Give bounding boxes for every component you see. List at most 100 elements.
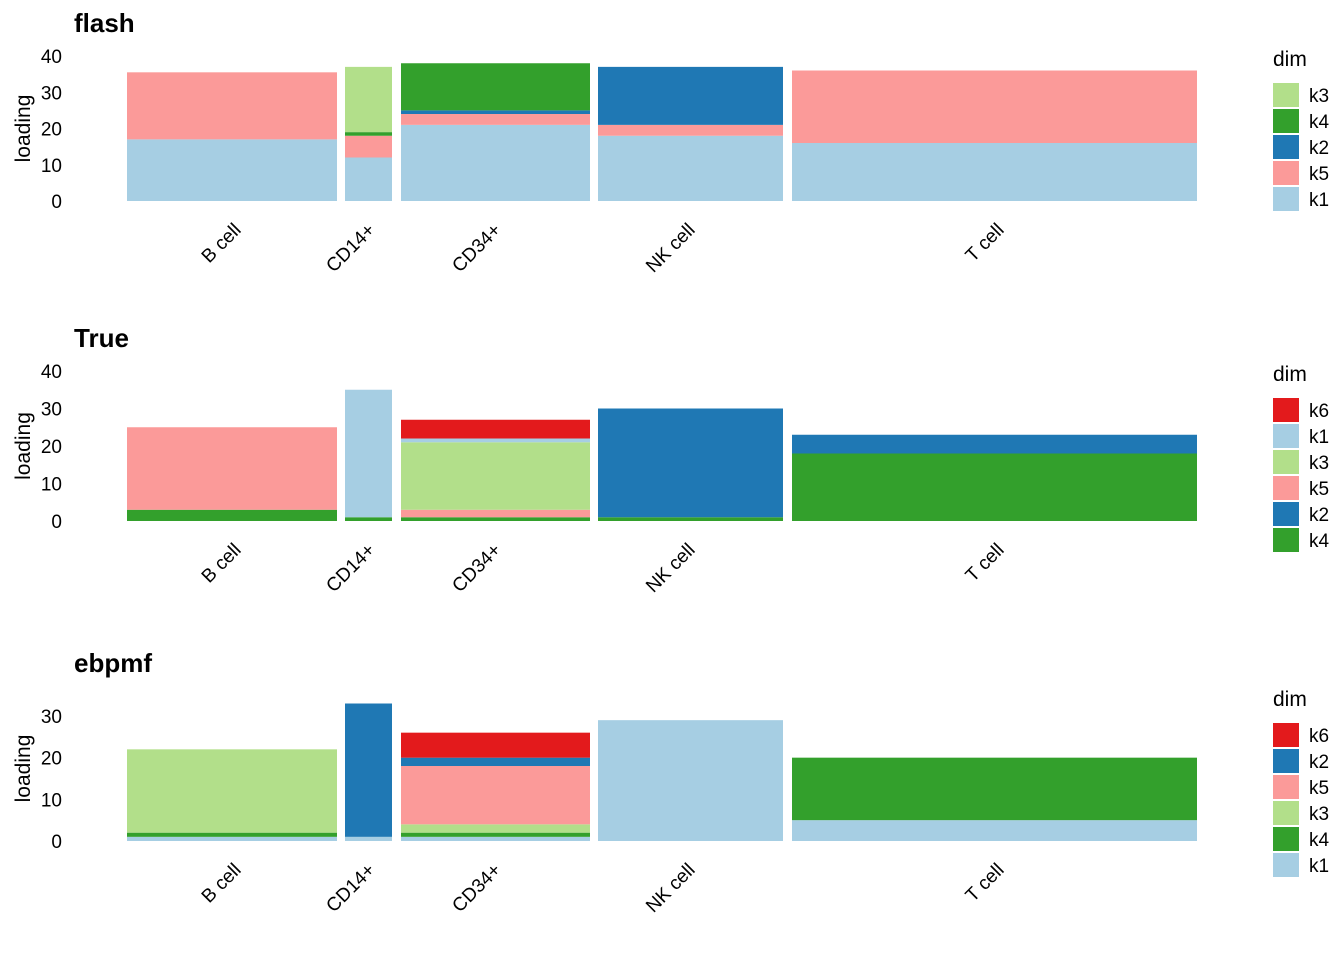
bar-b-cell-k4	[127, 509, 337, 521]
x-tick-label: CD14+	[322, 220, 379, 277]
legend-label-k1: k1	[1309, 427, 1329, 448]
legend-label-k1: k1	[1309, 856, 1329, 877]
bar-cd14--k4	[345, 517, 392, 521]
x-tick-label: CD14+	[322, 860, 379, 917]
y-tick-label: 20	[41, 749, 62, 770]
y-tick-label: 0	[51, 512, 62, 533]
x-tick-label: B cell	[198, 220, 246, 268]
legend-swatch-k5	[1273, 161, 1299, 185]
bar-cd34--k1	[401, 438, 590, 443]
legend-label-k4: k4	[1309, 112, 1330, 133]
x-tick-label: NK cell	[642, 540, 699, 597]
bar-cd34--k4	[401, 517, 590, 521]
legend-swatch-k2	[1273, 135, 1299, 159]
bar-t-cell-k2	[792, 434, 1197, 454]
legend-label-k6: k6	[1309, 726, 1329, 747]
x-tick-label: CD34+	[448, 540, 505, 597]
bar-cd34--k2	[401, 757, 590, 766]
bar-nk-cell-k2	[598, 408, 783, 518]
bar-cd14--k4	[345, 132, 392, 136]
bar-b-cell-k3	[127, 749, 337, 833]
bar-cd34--k4	[401, 63, 590, 111]
bar-cd34--k5	[401, 509, 590, 518]
legend-swatch-k3	[1273, 450, 1299, 474]
x-tick-label: NK cell	[642, 220, 699, 277]
y-tick-label: 30	[41, 83, 62, 104]
legend-swatch-k4	[1273, 827, 1299, 851]
bar-cd14--k1	[345, 389, 392, 518]
legend-swatch-k2	[1273, 749, 1299, 773]
bar-nk-cell-k5	[598, 124, 783, 136]
legend-label-k2: k2	[1309, 138, 1329, 159]
y-tick-label: 30	[41, 707, 62, 728]
bar-cd34--k3	[401, 442, 590, 510]
legend-swatch-k1	[1273, 424, 1299, 448]
legend-swatch-k2	[1273, 502, 1299, 526]
y-tick-label: 20	[41, 120, 62, 141]
y-tick-label: 20	[41, 437, 62, 458]
legend-swatch-k3	[1273, 83, 1299, 107]
legend-swatch-k4	[1273, 528, 1299, 552]
legend-swatch-k3	[1273, 801, 1299, 825]
x-tick-label: T cell	[962, 860, 1009, 907]
legend-label-k5: k5	[1309, 164, 1329, 185]
y-tick-label: 10	[41, 475, 62, 496]
y-tick-label: 40	[41, 47, 62, 68]
legend-title: dim	[1273, 363, 1307, 386]
legend-label-k1: k1	[1309, 190, 1329, 211]
y-axis-label: loading	[12, 735, 35, 803]
y-tick-label: 10	[41, 156, 62, 177]
bar-b-cell-k1	[127, 139, 337, 201]
legend-swatch-k6	[1273, 398, 1299, 422]
bar-cd34--k5	[401, 114, 590, 125]
legend-title: dim	[1273, 688, 1307, 711]
bar-t-cell-k1	[792, 820, 1197, 841]
legend-swatch-k1	[1273, 853, 1299, 877]
x-tick-label: CD34+	[448, 220, 505, 277]
bar-cd14--k1	[345, 157, 392, 201]
legend-label-k4: k4	[1309, 531, 1330, 552]
bar-nk-cell-k1	[598, 135, 783, 201]
legend-swatch-k5	[1273, 476, 1299, 500]
bar-b-cell-k1	[127, 836, 337, 841]
x-tick-label: B cell	[198, 540, 246, 588]
legend-label-k6: k6	[1309, 401, 1329, 422]
y-tick-label: 40	[41, 362, 62, 383]
x-tick-label: B cell	[198, 860, 246, 908]
legend-label-k3: k3	[1309, 453, 1329, 474]
bar-cd34--k6	[401, 732, 590, 758]
x-tick-label: CD14+	[322, 540, 379, 597]
legend-label-k5: k5	[1309, 479, 1329, 500]
x-tick-label: CD34+	[448, 860, 505, 917]
panel-title: flash	[74, 8, 135, 38]
x-tick-label: NK cell	[642, 860, 699, 917]
bar-t-cell-k1	[792, 143, 1197, 201]
x-tick-label: T cell	[962, 220, 1009, 267]
bar-nk-cell-k1	[598, 720, 783, 841]
bar-cd34--k5	[401, 766, 590, 825]
bar-t-cell-k5	[792, 70, 1197, 143]
legend-label-k3: k3	[1309, 804, 1329, 825]
bar-cd14--k5	[345, 135, 392, 158]
legend-swatch-k4	[1273, 109, 1299, 133]
panel-title: ebpmf	[74, 648, 152, 678]
bar-nk-cell-k2	[598, 66, 783, 125]
bar-cd14--k2	[345, 703, 392, 837]
y-tick-label: 10	[41, 790, 62, 811]
y-tick-label: 0	[51, 832, 62, 853]
legend-title: dim	[1273, 48, 1307, 71]
bar-cd34--k2	[401, 110, 590, 114]
y-tick-label: 30	[41, 400, 62, 421]
panel-true: True loading 0 10 20 30 40 B cell CD14+ CD34+ NK c…	[12, 323, 1330, 597]
bar-cd14--k3	[345, 66, 392, 133]
y-axis-label: loading	[12, 412, 35, 480]
legend-swatch-k1	[1273, 187, 1299, 211]
legend-swatch-k5	[1273, 775, 1299, 799]
bar-cd34--k1	[401, 836, 590, 841]
bar-cd14--k1	[345, 836, 392, 841]
